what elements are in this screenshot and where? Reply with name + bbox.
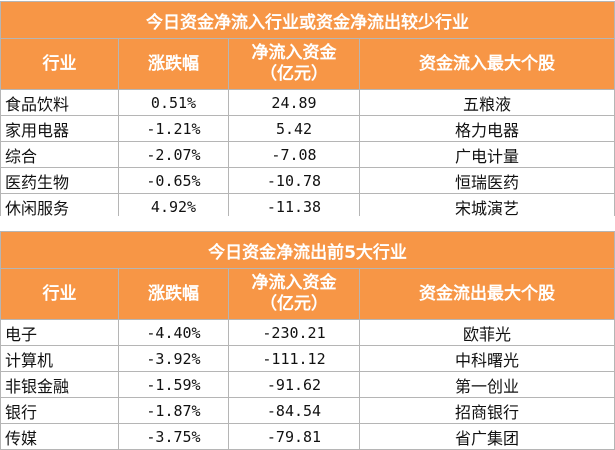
cell-net-flow: -10.78 bbox=[228, 167, 360, 194]
header-top-stock: 资金流出最大个股 bbox=[358, 268, 615, 320]
cell-top-stock: 广电计量 bbox=[359, 141, 615, 168]
table-header-row: 行业 涨跌幅 净流入资金 （亿元） 资金流出最大个股 bbox=[0, 268, 615, 320]
cell-top-stock: 五粮液 bbox=[359, 89, 615, 116]
header-net-flow: 净流入资金 （亿元） bbox=[228, 268, 360, 320]
cell-top-stock: 宋城演艺 bbox=[359, 193, 615, 220]
header-net-flow-label: 净流入资金 （亿元） bbox=[251, 43, 337, 84]
table-row: 传媒 -3.75% -79.81 省广集团 bbox=[0, 423, 615, 450]
cell-industry: 休闲服务 bbox=[0, 193, 119, 220]
inflow-table: 今日资金净流入行业或资金净流出较少行业 行业 涨跌幅 净流入资金 （亿元） 资金流… bbox=[0, 1, 615, 220]
header-net-flow: 净流入资金 （亿元） bbox=[228, 38, 360, 90]
cell-industry: 家用电器 bbox=[0, 115, 119, 142]
inflow-table-title: 今日资金净流入行业或资金净流出较少行业 bbox=[0, 1, 615, 39]
cell-industry: 电子 bbox=[0, 319, 119, 346]
table-row: 电子 -4.40% -230.21 欧菲光 bbox=[0, 319, 615, 346]
cell-industry: 医药生物 bbox=[0, 167, 119, 194]
cell-industry: 计算机 bbox=[0, 345, 119, 372]
header-industry: 行业 bbox=[0, 38, 119, 90]
table-title-row: 今日资金净流入行业或资金净流出较少行业 bbox=[0, 1, 615, 39]
outflow-table-title: 今日资金净流出前5大行业 bbox=[0, 231, 615, 269]
header-top-stock: 资金流入最大个股 bbox=[359, 38, 615, 90]
header-net-flow-label: 净流入资金 （亿元） bbox=[251, 273, 337, 314]
header-change: 涨跌幅 bbox=[118, 38, 229, 90]
cell-change: -4.40% bbox=[118, 319, 229, 346]
cell-industry: 银行 bbox=[0, 397, 119, 424]
cell-top-stock: 格力电器 bbox=[359, 115, 615, 142]
cell-industry: 食品饮料 bbox=[0, 89, 119, 116]
cell-net-flow: -79.81 bbox=[228, 423, 360, 450]
cell-top-stock: 招商银行 bbox=[358, 397, 615, 424]
table-row: 银行 -1.87% -84.54 招商银行 bbox=[0, 397, 615, 424]
cell-top-stock: 第一创业 bbox=[358, 371, 615, 398]
cell-change: -0.65% bbox=[118, 167, 229, 194]
cell-industry: 非银金融 bbox=[0, 371, 119, 398]
cell-top-stock: 省广集团 bbox=[358, 423, 615, 450]
cell-net-flow: -84.54 bbox=[228, 397, 360, 424]
cell-change: -1.59% bbox=[118, 371, 229, 398]
table-row: 家用电器 -1.21% 5.42 格力电器 bbox=[0, 115, 615, 142]
cell-net-flow: -7.08 bbox=[228, 141, 360, 168]
cell-change: 0.51% bbox=[118, 89, 229, 116]
table-row: 综合 -2.07% -7.08 广电计量 bbox=[0, 141, 615, 168]
table-row: 计算机 -3.92% -111.12 中科曙光 bbox=[0, 345, 615, 372]
cell-net-flow: 5.42 bbox=[228, 115, 360, 142]
cell-industry: 传媒 bbox=[0, 423, 119, 450]
header-change: 涨跌幅 bbox=[118, 268, 229, 320]
header-industry: 行业 bbox=[0, 268, 119, 320]
cell-net-flow: -230.21 bbox=[228, 319, 360, 346]
cell-net-flow: 24.89 bbox=[228, 89, 360, 116]
table-row: 非银金融 -1.59% -91.62 第一创业 bbox=[0, 371, 615, 398]
cell-top-stock: 欧菲光 bbox=[358, 319, 615, 346]
cell-net-flow: -111.12 bbox=[228, 345, 360, 372]
table-row: 食品饮料 0.51% 24.89 五粮液 bbox=[0, 89, 615, 116]
table-row: 休闲服务 4.92% -11.38 宋城演艺 bbox=[0, 193, 615, 220]
table-row: 医药生物 -0.65% -10.78 恒瑞医药 bbox=[0, 167, 615, 194]
cell-industry: 综合 bbox=[0, 141, 119, 168]
cell-change: -1.87% bbox=[118, 397, 229, 424]
cell-top-stock: 恒瑞医药 bbox=[359, 167, 615, 194]
cell-change: -1.21% bbox=[118, 115, 229, 142]
table-title-row: 今日资金净流出前5大行业 bbox=[0, 231, 615, 269]
cell-change: -2.07% bbox=[118, 141, 229, 168]
cell-change: 4.92% bbox=[118, 193, 229, 220]
table-gap bbox=[0, 216, 615, 231]
cell-change: -3.92% bbox=[118, 345, 229, 372]
cell-change: -3.75% bbox=[118, 423, 229, 450]
table-header-row: 行业 涨跌幅 净流入资金 （亿元） 资金流入最大个股 bbox=[0, 38, 615, 90]
cell-net-flow: -91.62 bbox=[228, 371, 360, 398]
outflow-table: 今日资金净流出前5大行业 行业 涨跌幅 净流入资金 （亿元） 资金流出最大个股 电… bbox=[0, 231, 615, 450]
cell-top-stock: 中科曙光 bbox=[358, 345, 615, 372]
